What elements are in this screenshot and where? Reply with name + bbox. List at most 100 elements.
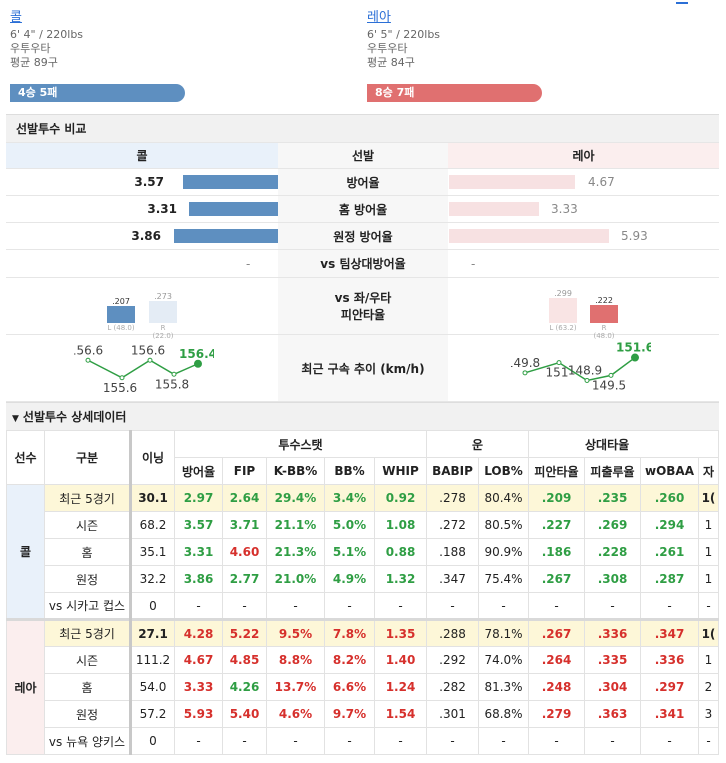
player-cell: 레아 bbox=[6, 618, 45, 755]
inning-cell: 35.1 bbox=[130, 538, 175, 566]
stat-cell: - bbox=[374, 592, 427, 620]
split-label-line1: vs 좌/우타 bbox=[334, 291, 392, 305]
stat-cell: .267 bbox=[528, 565, 585, 593]
stat-cell: .186 bbox=[528, 538, 585, 566]
home-era-left-bar bbox=[189, 202, 278, 216]
top-corner-mark bbox=[676, 0, 688, 4]
stat-cell: - bbox=[478, 592, 529, 620]
right-pitcher-card: 레아 6' 5" / 220lbs 우투우타 평균 84구 8승 7패 bbox=[367, 8, 542, 102]
stat-cell: .248 bbox=[528, 673, 585, 701]
stat-cell: 74.0% bbox=[478, 646, 529, 674]
stat-cell: - bbox=[698, 727, 719, 755]
inning-cell: 30.1 bbox=[130, 484, 175, 512]
left-velocity-label: 156.6 bbox=[131, 343, 165, 357]
stat-cell: 4.6% bbox=[266, 700, 325, 728]
stat-cell: 1 bbox=[698, 538, 719, 566]
stat-cell: 1.54 bbox=[374, 700, 427, 728]
vs-team-label: vs 팀상대방어율 bbox=[278, 250, 448, 277]
right-velocity-label: 151.6 bbox=[616, 341, 651, 355]
category-cell: 최근 5경기 bbox=[44, 484, 132, 512]
right-split-R-label: R (48.0) bbox=[593, 324, 615, 340]
left-velocity-point bbox=[119, 375, 125, 381]
split-label: vs 좌/우타 피안타율 bbox=[278, 278, 448, 334]
stat-cell: 80.5% bbox=[478, 511, 529, 539]
th-player: 선수 bbox=[6, 430, 45, 485]
stat-cell: 0.88 bbox=[374, 538, 427, 566]
stat-cell: 4.60 bbox=[222, 538, 267, 566]
detail-table: 선수 구분 이닝 투수스탯 운 상대타율 방어율 FIP K-BB% BB% WHIP B… bbox=[6, 430, 719, 755]
collapse-triangle-icon[interactable]: ▼ bbox=[12, 414, 19, 424]
stat-cell: .267 bbox=[528, 618, 585, 647]
right-split-R-bar bbox=[590, 305, 618, 323]
th-col-8: 피출루율 bbox=[584, 457, 641, 485]
stat-cell: .287 bbox=[640, 565, 699, 593]
right-split-L-value: .299 bbox=[554, 289, 572, 298]
left-pitcher-avg-pitch: 평균 89구 bbox=[10, 56, 58, 69]
stat-cell: .272 bbox=[426, 511, 479, 539]
stat-cell: 81.3% bbox=[478, 673, 529, 701]
stat-cell: 9.7% bbox=[324, 700, 375, 728]
stat-cell: 80.4% bbox=[478, 484, 529, 512]
left-split-L-label: L (48.0) bbox=[107, 324, 135, 332]
table-row: 홈 54.0 3.33 4.26 13.7% 6.6% 1.24.282 81.3% .248.… bbox=[7, 673, 719, 701]
stat-cell: .260 bbox=[640, 484, 699, 512]
stat-cell: .292 bbox=[426, 646, 479, 674]
stat-cell: - bbox=[222, 592, 267, 620]
inning-cell: 32.2 bbox=[130, 565, 175, 593]
inning-cell: 57.2 bbox=[130, 700, 175, 728]
velocity-label: 최근 구속 추이 (km/h) bbox=[278, 335, 448, 401]
stat-cell: 78.1% bbox=[478, 618, 529, 647]
stat-cell: 4.9% bbox=[324, 565, 375, 593]
left-pitcher-name-link[interactable]: 콜 bbox=[10, 10, 22, 25]
inning-cell: 54.0 bbox=[130, 673, 175, 701]
stat-cell: 3.4% bbox=[324, 484, 375, 512]
table-row: 원정 32.2 3.86 2.77 21.0% 4.9% 1.32.347 75.4% .267… bbox=[7, 565, 719, 593]
th-col-6: LOB% bbox=[478, 457, 529, 485]
home-era-left-value: 3.31 bbox=[147, 202, 177, 216]
stat-cell: .347 bbox=[426, 565, 479, 593]
stat-cell: 2.97 bbox=[174, 484, 223, 512]
right-pitcher-record: 8승 7패 bbox=[367, 84, 542, 102]
left-split-R-label: R (22.0) bbox=[152, 324, 174, 340]
stat-cell: 21.1% bbox=[266, 511, 325, 539]
stat-cell: 5.1% bbox=[324, 538, 375, 566]
right-pitcher-name-link[interactable]: 레아 bbox=[367, 10, 391, 25]
stat-cell: - bbox=[698, 592, 719, 620]
stat-cell: - bbox=[640, 592, 699, 620]
right-pitcher-throw: 우투우타 bbox=[367, 42, 408, 55]
right-pitcher-avg-pitch: 평균 84구 bbox=[367, 56, 415, 69]
stat-cell: .288 bbox=[426, 618, 479, 647]
inning-cell: 0 bbox=[130, 592, 175, 620]
era-row: 3.57 방어율 4.67 bbox=[6, 169, 719, 196]
stat-cell: .336 bbox=[640, 646, 699, 674]
stat-cell: 2.64 bbox=[222, 484, 267, 512]
left-pitcher-card: 콜 6' 4" / 220lbs 우투우타 평균 89구 4승 5패 bbox=[10, 8, 185, 102]
category-cell: vs 뉴욕 양키스 bbox=[44, 727, 132, 755]
category-cell: 홈 bbox=[44, 673, 132, 701]
left-pitcher-throw: 우투우타 bbox=[10, 42, 51, 55]
stat-cell: 1.24 bbox=[374, 673, 427, 701]
left-velocity-label: 156.6 bbox=[74, 343, 103, 357]
th-inning: 이닝 bbox=[130, 430, 175, 485]
stat-cell: 6.6% bbox=[324, 673, 375, 701]
table-row: 콜 최근 5경기 30.1 2.97 2.64 29.4% 3.4% 0.92.278 80.4… bbox=[6, 484, 719, 620]
right-velocity-point bbox=[522, 370, 528, 376]
stat-cell: 1.32 bbox=[374, 565, 427, 593]
stat-cell: .269 bbox=[584, 511, 641, 539]
right-velocity-label: 149.8 bbox=[511, 356, 540, 370]
stat-cell: - bbox=[266, 592, 325, 620]
stat-cell: .341 bbox=[640, 700, 699, 728]
split-label-line2: 피안타율 bbox=[340, 308, 386, 322]
stat-cell: .264 bbox=[528, 646, 585, 674]
th-category: 구분 bbox=[44, 430, 132, 485]
stat-cell: .347 bbox=[640, 618, 699, 647]
stat-cell: 90.9% bbox=[478, 538, 529, 566]
left-velocity-point bbox=[171, 371, 177, 377]
stat-cell: .228 bbox=[584, 538, 641, 566]
left-velocity-label: 156.4 bbox=[179, 347, 214, 361]
stat-cell: - bbox=[584, 592, 641, 620]
stat-cell: 4.85 bbox=[222, 646, 267, 674]
left-velocity-label: 155.6 bbox=[103, 381, 137, 395]
stat-cell: 4.67 bbox=[174, 646, 223, 674]
stat-cell: 4.26 bbox=[222, 673, 267, 701]
